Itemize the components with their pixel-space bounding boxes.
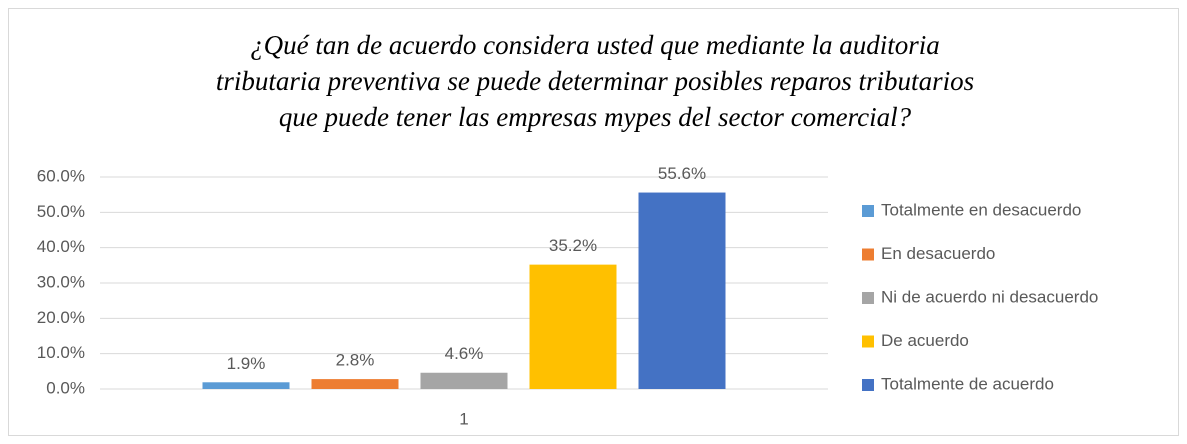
legend-label: Ni de acuerdo ni desacuerdo — [881, 287, 1098, 306]
y-tick-label: 40.0% — [37, 237, 85, 256]
chart-title: tributaria preventiva se puede determina… — [216, 66, 974, 96]
y-tick-label: 20.0% — [37, 308, 85, 327]
y-tick-label: 30.0% — [37, 272, 85, 291]
y-tick-label: 0.0% — [46, 378, 85, 397]
data-label: 55.6% — [658, 164, 706, 183]
legend-swatch — [862, 379, 874, 391]
x-tick-label: 1 — [459, 409, 468, 428]
bar — [638, 192, 726, 389]
data-label: 2.8% — [336, 351, 375, 370]
legend-swatch — [862, 292, 874, 304]
legend-label: En desacuerdo — [881, 244, 995, 263]
bar — [420, 372, 508, 389]
y-tick-label: 10.0% — [37, 343, 85, 362]
legend-swatch — [862, 205, 874, 217]
y-tick-label: 50.0% — [37, 202, 85, 221]
data-label: 35.2% — [549, 236, 597, 255]
chart-title: ¿Qué tan de acuerdo considera usted que … — [250, 30, 940, 60]
chart-title: que puede tener las empresas mypes del s… — [279, 102, 912, 132]
legend-swatch — [862, 335, 874, 348]
bar — [311, 379, 399, 389]
bar — [529, 264, 617, 389]
data-label: 4.6% — [445, 344, 484, 363]
bar — [202, 382, 290, 389]
data-label: 1.9% — [227, 354, 266, 373]
legend-label: Totalmente en desacuerdo — [881, 200, 1081, 219]
legend-label: De acuerdo — [881, 331, 969, 350]
legend-label: Totalmente de acuerdo — [881, 374, 1054, 393]
y-tick-label: 60.0% — [37, 166, 85, 185]
legend-swatch — [862, 248, 874, 261]
